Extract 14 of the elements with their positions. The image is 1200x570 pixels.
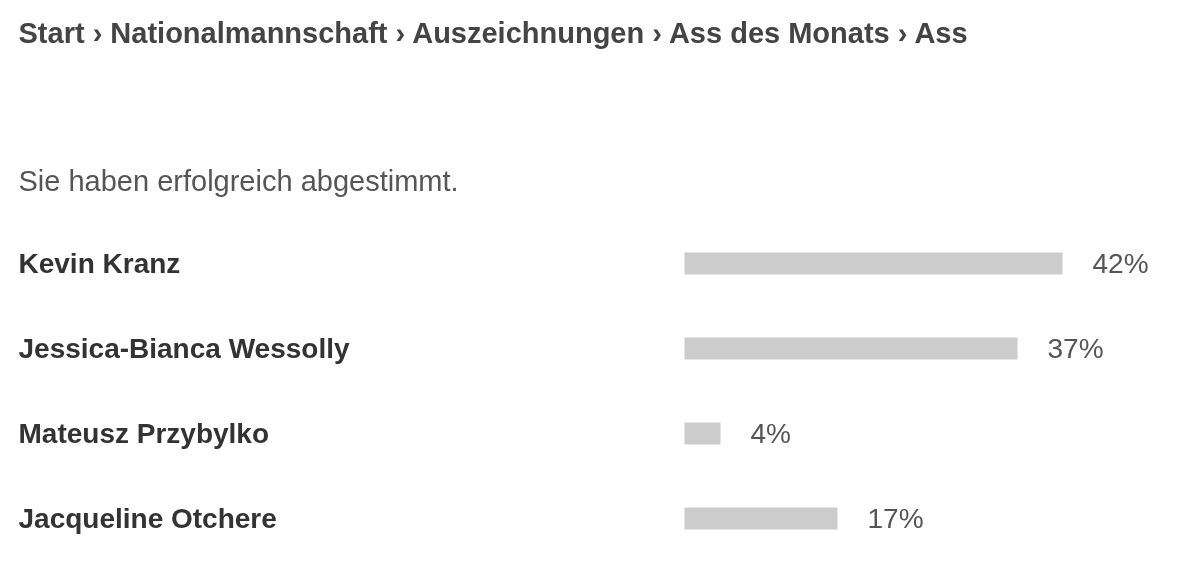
data-label: 42% bbox=[1092, 248, 1149, 279]
y-tick-label: Jacqueline Otchere bbox=[18, 503, 277, 534]
text: Sie haben erfolgreich abgestimmt. bbox=[18, 164, 459, 197]
data-label: 4% bbox=[750, 418, 791, 449]
y-tick-label: Jessica-Bianca Wessolly bbox=[18, 333, 350, 364]
y-tick-label: Kevin Kranz bbox=[18, 248, 181, 279]
y-tick-label: Mateusz Przybylko bbox=[18, 418, 270, 449]
bar bbox=[684, 507, 838, 530]
data-label: 37% bbox=[1047, 333, 1104, 364]
bar bbox=[684, 337, 1018, 360]
text: Start › Nationalmannschaft › Auszeichnungen › Ass des Monats › Ass bbox=[18, 16, 968, 49]
data-label: 17% bbox=[867, 503, 924, 534]
bar bbox=[684, 422, 721, 445]
bar bbox=[684, 252, 1063, 275]
